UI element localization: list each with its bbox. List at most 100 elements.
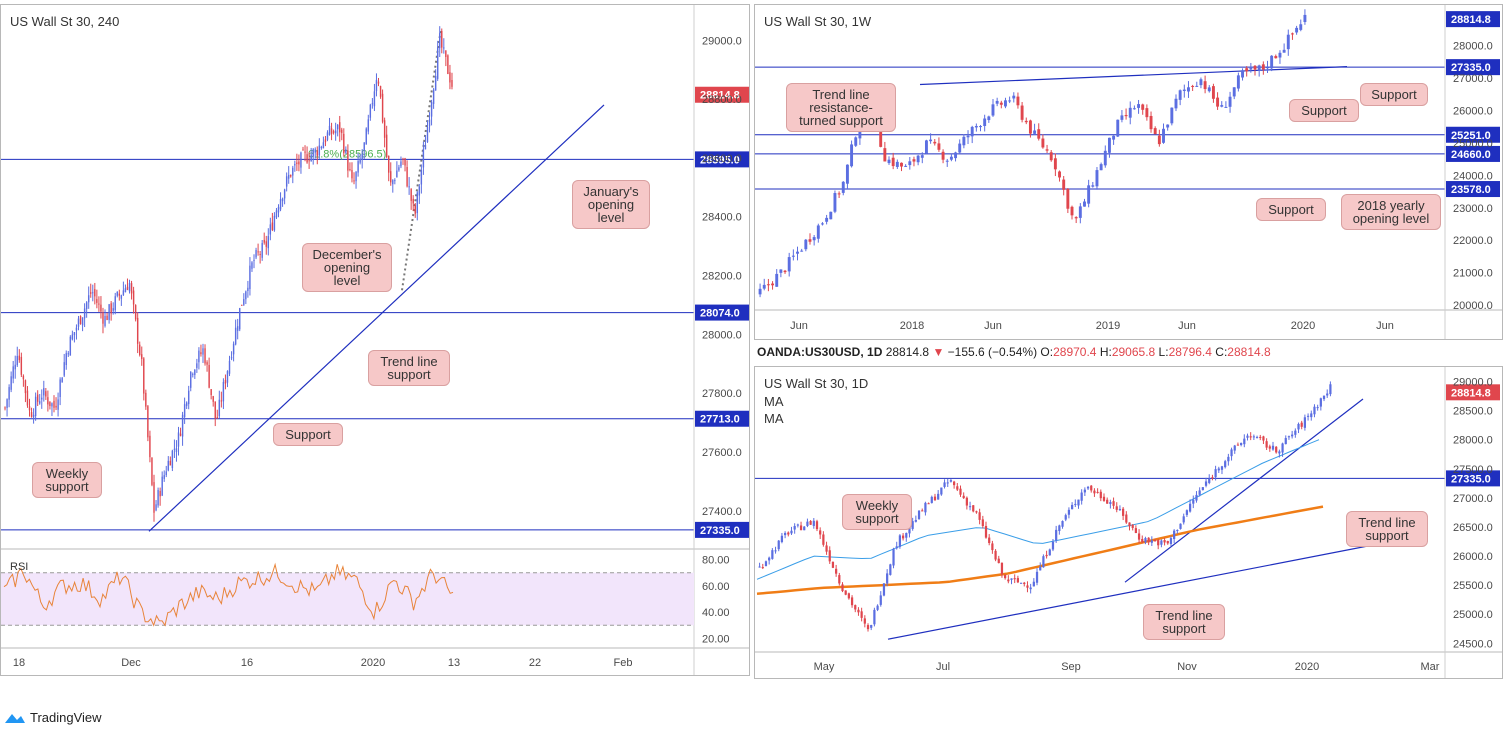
h4-candle — [404, 158, 406, 166]
d1-candle — [1265, 441, 1268, 448]
w1-price-tag-label: 25251.0 — [1451, 130, 1491, 142]
h4-candle — [171, 450, 174, 469]
w1-candle — [1216, 97, 1220, 107]
d1-candle — [1176, 529, 1179, 531]
h4-candle — [410, 189, 412, 201]
h4-y-tick: 28600.0 — [702, 153, 742, 165]
d1-candle — [940, 487, 943, 495]
d1-candle — [972, 505, 975, 512]
d1-candle — [863, 618, 866, 624]
h4-candle — [30, 412, 33, 417]
h4-candle — [400, 161, 402, 167]
w1-candle — [991, 104, 995, 116]
w1-candle — [1024, 120, 1028, 123]
h4-candle — [394, 180, 396, 182]
h4-candle — [443, 47, 445, 49]
d1-y-tick: 27500.0 — [1453, 464, 1493, 476]
d1-candle — [1173, 530, 1176, 540]
w1-candle — [1132, 108, 1136, 110]
h4-candle — [247, 287, 249, 291]
d1-y-tick: 25500.0 — [1453, 580, 1493, 592]
w1-y-tick: 28000.0 — [1453, 41, 1493, 53]
h4-candle — [259, 253, 261, 255]
d1-candle — [1077, 499, 1080, 506]
h4-candle — [145, 392, 147, 407]
w1-candle — [954, 152, 958, 159]
d1-y-tick: 26500.0 — [1453, 522, 1493, 534]
d1-candle — [1227, 456, 1230, 462]
h4-candle — [161, 476, 163, 496]
w1-candle — [1070, 206, 1074, 216]
d1-candle — [1179, 523, 1182, 529]
w1-candle — [987, 116, 991, 121]
d1-candle — [1118, 508, 1122, 511]
d1-chart-svg[interactable]: 28814.8 27335.0 29000.0 28500.0 28000.0 27500… — [755, 367, 1502, 678]
h4-price-tag — [695, 304, 749, 321]
w1-candle — [1191, 85, 1195, 87]
d1-candle — [831, 561, 835, 568]
w1-candle — [1274, 56, 1278, 59]
d1-candle — [882, 583, 886, 596]
h4-price-tag — [695, 521, 749, 538]
w1-candle — [1228, 96, 1232, 107]
d1-candle — [809, 520, 812, 525]
d1-candle — [908, 527, 911, 534]
h4-x-tick: Feb — [614, 657, 633, 669]
h4-y-tick: 29000.0 — [702, 35, 742, 47]
d1-candle — [1061, 521, 1064, 527]
h4-candle — [159, 490, 161, 497]
d1-candle — [835, 568, 838, 574]
ma-label-1: MA — [764, 394, 784, 409]
h4-price-tag — [695, 410, 749, 427]
d1-candle — [1058, 525, 1061, 532]
d1-candle — [860, 611, 863, 618]
h4-candle — [332, 131, 335, 133]
h4-candle — [349, 169, 351, 171]
d1-candle — [1166, 541, 1169, 544]
d1-candle — [777, 540, 780, 550]
d1-candle — [943, 482, 946, 487]
w1-x-tick: 2020 — [1291, 320, 1315, 332]
info-close: 28814.8 — [1227, 345, 1271, 359]
d1-candle — [953, 481, 956, 486]
w1-candle — [1095, 170, 1099, 187]
h4-candle — [232, 343, 235, 355]
d1-candle — [1045, 554, 1048, 557]
w1-chart-title: US Wall St 30, 1W — [764, 14, 872, 29]
h4-candle — [414, 205, 416, 214]
h4-price-tag-label: 27335.0 — [700, 525, 740, 537]
d1-candle — [806, 521, 809, 526]
d1-candle — [1217, 468, 1220, 471]
h4-candle — [351, 169, 353, 179]
annotation-trend-line-support-right: Trend line support — [1346, 511, 1428, 547]
h4-candle — [371, 103, 374, 105]
d1-candle — [1048, 549, 1051, 556]
w1-chart-panel[interactable]: 28814.8 27335.0 25251.0 24660.0 23578.0 28000… — [754, 4, 1503, 340]
w1-candle — [1078, 206, 1082, 218]
h4-chart-panel[interactable]: 61.8%(28596.5) 28814.8 28595.0 28074.0 27713… — [0, 4, 750, 676]
w1-candle — [1116, 119, 1120, 137]
d1-candle — [866, 625, 870, 630]
h4-candle — [347, 150, 349, 171]
w1-chart-svg[interactable]: 28814.8 27335.0 25251.0 24660.0 23578.0 28000… — [755, 5, 1502, 339]
d1-candle — [975, 511, 978, 513]
h4-candle — [292, 167, 294, 176]
d1-candle — [1093, 490, 1096, 494]
tradingview-logo[interactable]: TradingView — [4, 710, 102, 725]
h4-candle — [308, 160, 310, 162]
annotation-support-top: Support — [1360, 83, 1428, 106]
h4-candle — [141, 354, 143, 359]
h4-candle — [69, 336, 72, 356]
h4-candle — [110, 303, 112, 314]
d1-chart-panel[interactable]: 28814.8 27335.0 29000.0 28500.0 28000.0 27500… — [754, 366, 1503, 679]
h4-candle — [355, 171, 357, 182]
d1-candle — [1275, 446, 1278, 453]
h4-candle — [18, 355, 21, 361]
d1-chart-title: US Wall St 30, 1D — [764, 376, 869, 391]
h4-chart-svg[interactable]: 61.8%(28596.5) 28814.8 28595.0 28074.0 27713… — [1, 5, 749, 675]
h4-chart-title: US Wall St 30, 240 — [10, 14, 120, 29]
d1-candle — [1039, 566, 1042, 571]
d1-candle — [1185, 510, 1189, 515]
d1-candle — [1306, 415, 1310, 417]
w1-candle — [841, 181, 845, 193]
